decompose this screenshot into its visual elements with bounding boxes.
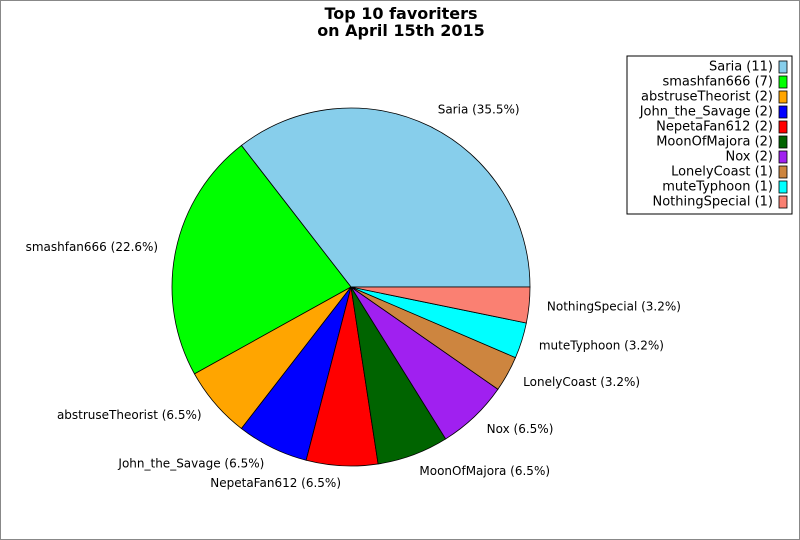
legend-label: LonelyCoast (1) — [671, 165, 773, 180]
pie-slice-NothingSpecial — [350, 286, 531, 324]
legend-label: NothingSpecial (1) — [652, 195, 773, 210]
legend-swatch — [778, 105, 788, 119]
pie-slice-Saria — [240, 107, 531, 288]
slice-label: John_the_Savage (6.5%) — [117, 456, 264, 470]
legend-swatch — [778, 90, 788, 104]
legend-label: John_the_Savage (2) — [639, 105, 773, 120]
legend-label: muteTyphoon (1) — [662, 180, 773, 195]
slice-label: LonelyCoast (3.2%) — [523, 375, 640, 389]
pie-slice-smashfan666 — [171, 144, 352, 375]
legend-swatch — [778, 150, 788, 164]
legend-swatch — [778, 120, 788, 134]
slice-label: Saria (35.5%) — [438, 103, 520, 117]
legend-label: Nox (2) — [725, 150, 773, 165]
legend-label: NepetaFan612 (2) — [656, 120, 773, 135]
legend-swatch — [778, 60, 788, 74]
legend-swatch — [778, 180, 788, 194]
legend-swatch — [778, 165, 788, 179]
legend-swatch — [778, 75, 788, 89]
slice-label: smashfan666 (22.6%) — [26, 240, 159, 254]
slice-label: muteTyphoon (3.2%) — [539, 338, 664, 352]
legend-label: smashfan666 (7) — [662, 75, 773, 90]
slice-label: Nox (6.5%) — [487, 422, 554, 436]
slice-label: abstruseTheorist (6.5%) — [57, 408, 202, 422]
slice-label: NothingSpecial (3.2%) — [547, 299, 681, 313]
legend-label: abstruseTheorist (2) — [641, 90, 773, 105]
legend-label: MoonOfMajora (2) — [656, 135, 773, 150]
slice-label: MoonOfMajora (6.5%) — [419, 464, 550, 478]
legend-swatch — [778, 135, 788, 149]
legend-box — [626, 55, 793, 215]
legend-swatch — [778, 195, 788, 209]
chart-title-line-1: Top 10 favoriters — [324, 4, 477, 23]
legend: Saria (11)smashfan666 (7)abstruseTheoris… — [626, 55, 793, 215]
chart-title-line-2: on April 15th 2015 — [317, 21, 485, 40]
legend-label: Saria (11) — [709, 60, 773, 75]
slice-label: NepetaFan612 (6.5%) — [210, 476, 341, 490]
